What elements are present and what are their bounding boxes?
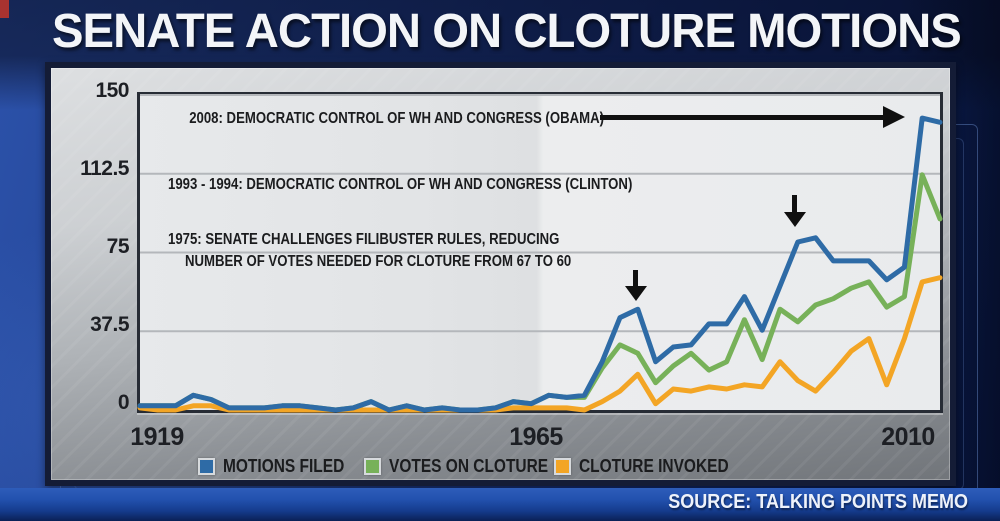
cloture-invoked-line [137, 275, 943, 413]
source-bar: SOURCE: TALKING POINTS MEMO [0, 488, 1000, 521]
motions-filed-line [137, 115, 943, 413]
obama-arrow-shaft [600, 115, 884, 120]
arrow-1975-shaft [633, 270, 638, 287]
plot-area [137, 92, 943, 413]
clinton-arrow-head [784, 212, 806, 227]
x-tick-1965: 1965 [509, 423, 563, 451]
motions-filed-label: MOTIONS FILED [223, 456, 345, 476]
motions-filed-swatch [198, 458, 215, 475]
y-tick-112-5: 112.5 [80, 157, 129, 180]
annotation-obama: 2008: DEMOCRATIC CONTROL OF WH AND CONGR… [189, 110, 604, 127]
legend-item-cloture-invoked: CLOTURE INVOKED [554, 456, 734, 478]
y-tick-75: 75 [106, 235, 130, 258]
clinton-arrow-shaft [792, 195, 797, 213]
x-tick-2010: 2010 [881, 423, 935, 451]
cloture-invoked-swatch [554, 458, 571, 475]
chart-panel: 150 112.5 75 37.5 0 1919 1965 2010 2008:… [45, 62, 956, 486]
y-tick-0: 0 [117, 391, 130, 414]
annotation-1975-line2: NUMBER OF VOTES NEEDED FOR CLOTURE FROM … [185, 253, 572, 270]
legend-item-votes-on-cloture: VOTES ON CLOTURE [364, 456, 554, 478]
y-tick-150: 150 [95, 79, 129, 102]
votes-on-cloture-label: VOTES ON CLOTURE [389, 456, 549, 476]
legend-item-motions-filed: MOTIONS FILED [198, 456, 358, 478]
red-corner-accent [0, 0, 9, 18]
votes-on-cloture-line [137, 172, 943, 413]
page-title: SENATE ACTION ON CLOTURE MOTIONS [52, 5, 962, 58]
cloture-invoked-label: CLOTURE INVOKED [579, 456, 729, 476]
source-attribution: SOURCE: TALKING POINTS MEMO [668, 491, 968, 513]
arrow-1975-head [625, 286, 647, 301]
line-chart [137, 94, 943, 413]
annotation-clinton: 1993 - 1994: DEMOCRATIC CONTROL OF WH AN… [168, 176, 633, 193]
votes-on-cloture-swatch [364, 458, 381, 475]
x-tick-1919: 1919 [130, 423, 184, 451]
obama-arrow-head [883, 106, 905, 128]
y-tick-37-5: 37.5 [90, 313, 129, 336]
annotation-1975-line1: 1975: SENATE CHALLENGES FILIBUSTER RULES… [168, 231, 560, 248]
